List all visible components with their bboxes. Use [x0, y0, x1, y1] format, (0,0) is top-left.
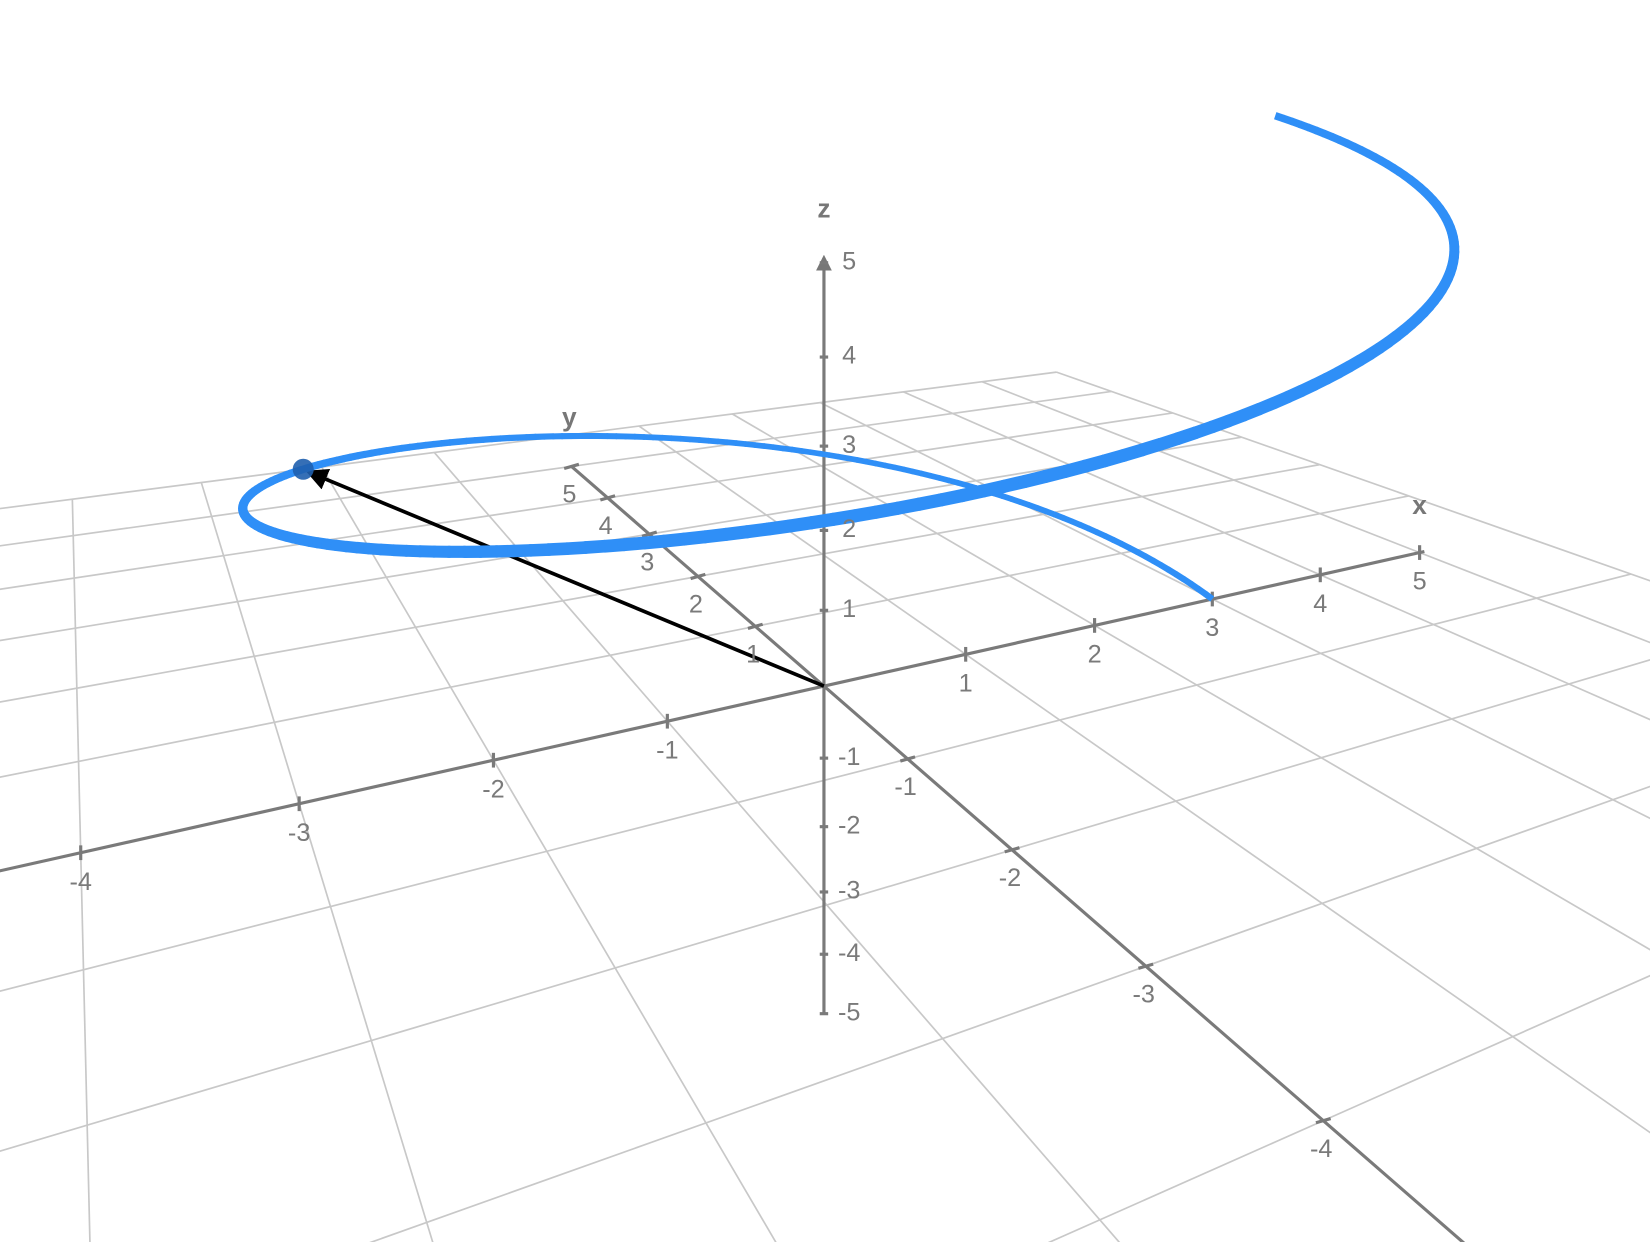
- x-tick-label: 3: [1205, 614, 1219, 642]
- grid-line: [1047, 974, 1650, 1242]
- y-tick-label: 3: [640, 548, 654, 576]
- grid-line: [0, 436, 1242, 642]
- x-tick-label: 5: [1413, 568, 1427, 596]
- grid-line: [0, 495, 1409, 778]
- z-tick-label: -4: [838, 939, 860, 967]
- grid-line: [0, 412, 1173, 591]
- viewport: -4-3-2-112345-4-3-2-112345-5-4-3-2-11234…: [0, 112, 1650, 1242]
- x-tick-label: 2: [1088, 641, 1102, 669]
- y-tick: [563, 462, 580, 471]
- grid-line: [981, 380, 1650, 644]
- z-tick-label: 4: [842, 342, 856, 370]
- y-tick-label: 2: [689, 591, 703, 619]
- z-tick-label: 1: [842, 595, 856, 623]
- y-tick-label: 1: [746, 640, 760, 668]
- axes: [0, 254, 1466, 1242]
- helix-segment: [1279, 114, 1296, 126]
- grid-line: [320, 466, 777, 1242]
- helix: [238, 112, 1460, 688]
- z-tick-label: -1: [838, 743, 860, 771]
- grid-line: [1056, 371, 1650, 582]
- y-tick-label: -1: [894, 773, 916, 801]
- grid: [0, 371, 1650, 1242]
- y-axis: [570, 465, 1466, 1242]
- x-axis: [0, 549, 1425, 873]
- labels: -4-3-2-112345-4-3-2-112345-5-4-3-2-11234…: [69, 193, 1427, 1162]
- helix-segment: [1274, 112, 1285, 123]
- grid-line: [819, 401, 1650, 820]
- x-axis-label: x: [1412, 490, 1427, 520]
- z-tick-label: -2: [838, 811, 860, 839]
- x-tick-label: -2: [482, 775, 504, 803]
- grid-line: [200, 482, 434, 1242]
- y-tick-label: -3: [1132, 980, 1154, 1008]
- grid-line: [638, 425, 1650, 1134]
- grid-line: [71, 499, 91, 1242]
- x-tick-label: -1: [656, 736, 678, 764]
- grid-line: [0, 659, 1650, 1152]
- y-tick: [599, 494, 616, 502]
- y-tick: [641, 530, 658, 538]
- x-tick-label: -3: [288, 819, 310, 847]
- y-axis-label: y: [562, 402, 577, 432]
- point: [292, 458, 314, 480]
- position-vector: [305, 469, 825, 688]
- grid-line: [0, 463, 1320, 703]
- y-tick: [747, 622, 764, 630]
- z-tick-label: -5: [838, 998, 860, 1026]
- x-tick-label: 1: [959, 670, 973, 698]
- y-tick: [1315, 1117, 1332, 1125]
- y-tick-label: -2: [999, 864, 1021, 892]
- x-tick-label: -4: [69, 868, 91, 896]
- y-tick-label: 4: [599, 512, 613, 540]
- grid-line: [731, 413, 1650, 951]
- grid-line: [0, 390, 1112, 547]
- z-axis-label: z: [817, 193, 830, 223]
- y-tick: [1004, 846, 1020, 854]
- grid-line: [0, 371, 1057, 510]
- y-tick-label: -4: [1310, 1135, 1332, 1163]
- y-tick: [1137, 962, 1154, 970]
- z-tick-label: 3: [842, 431, 856, 459]
- grid-line: [433, 451, 1121, 1242]
- x-tick-label: 4: [1313, 590, 1327, 618]
- grid-line: [369, 785, 1650, 1242]
- z-tick-label: -3: [838, 877, 860, 905]
- grid-line: [903, 391, 1650, 721]
- z-tick-label: 2: [842, 515, 856, 543]
- y-tick: [690, 572, 706, 581]
- y-tick-label: 5: [562, 481, 576, 509]
- grid-line: [0, 573, 1632, 992]
- z-tick-label: 5: [842, 247, 856, 275]
- y-tick: [899, 755, 916, 763]
